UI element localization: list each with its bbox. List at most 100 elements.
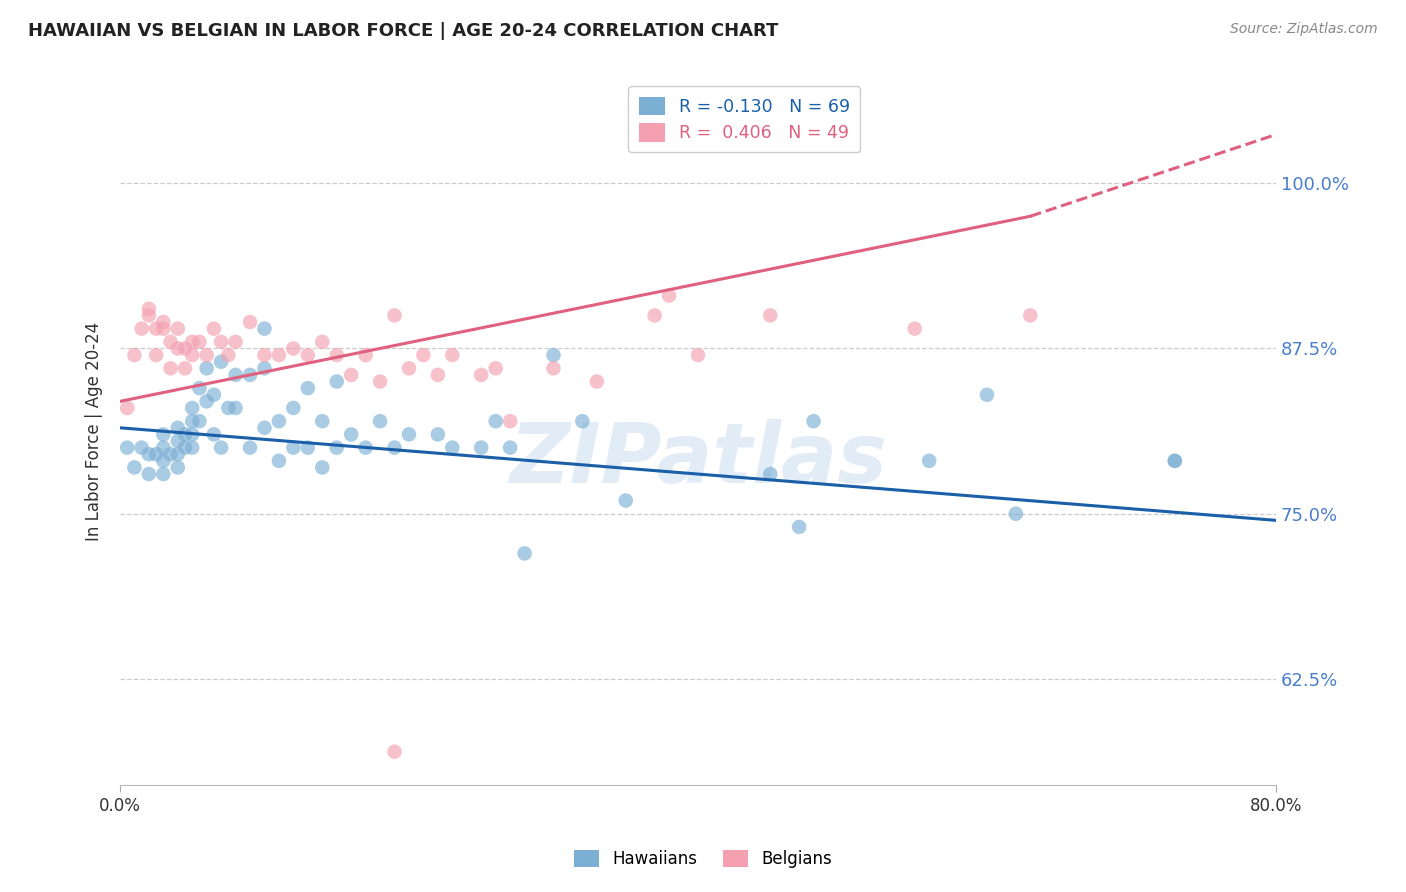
Text: Source: ZipAtlas.com: Source: ZipAtlas.com [1230,22,1378,37]
Legend: Hawaiians, Belgians: Hawaiians, Belgians [568,843,838,875]
Point [124,460,146,475]
Point [398,427,420,442]
Point [267,414,290,428]
Point [202,321,225,335]
Point [115,401,138,415]
Point [470,441,492,455]
Point [181,348,204,362]
Point [297,381,319,395]
Point [340,427,363,442]
Point [325,441,347,455]
Point [976,388,998,402]
Point [426,368,449,382]
Point [152,454,174,468]
Point [759,467,782,481]
Point [181,441,204,455]
Point [253,361,276,376]
Point [239,368,262,382]
Point [217,401,239,415]
Point [152,321,174,335]
Point [543,361,565,376]
Point [217,348,239,362]
Point [1005,507,1028,521]
Point [658,288,681,302]
Point [485,361,508,376]
Point [152,427,174,442]
Point [283,342,305,356]
Point [253,321,276,335]
Point [543,348,565,362]
Point [202,388,225,402]
Point [166,421,188,435]
Point [485,414,508,428]
Point [209,334,232,349]
Point [131,321,153,335]
Point [188,381,211,395]
Point [1164,454,1187,468]
Point [181,401,204,415]
Point [253,348,276,362]
Legend: R = -0.130   N = 69, R =  0.406   N = 49: R = -0.130 N = 69, R = 0.406 N = 49 [628,87,860,153]
Point [225,334,247,349]
Point [325,348,347,362]
Point [441,348,464,362]
Point [513,546,536,560]
Point [188,334,211,349]
Point [131,441,153,455]
Point [311,460,333,475]
Point [166,434,188,448]
Point [225,368,247,382]
Point [115,441,138,455]
Point [368,375,391,389]
Point [283,401,305,415]
Point [145,447,167,461]
Point [145,348,167,362]
Point [368,414,391,428]
Point [138,467,160,481]
Point [614,493,637,508]
Point [283,441,305,455]
Point [384,309,406,323]
Point [138,301,160,316]
Point [384,441,406,455]
Point [571,414,593,428]
Point [787,520,810,534]
Point [1164,454,1187,468]
Point [159,447,181,461]
Point [297,441,319,455]
Point [209,354,232,368]
Y-axis label: In Labor Force | Age 20-24: In Labor Force | Age 20-24 [86,321,103,541]
Point [174,342,197,356]
Text: HAWAIIAN VS BELGIAN IN LABOR FORCE | AGE 20-24 CORRELATION CHART: HAWAIIAN VS BELGIAN IN LABOR FORCE | AGE… [28,22,779,40]
Point [239,315,262,329]
Point [209,441,232,455]
Point [181,427,204,442]
Point [225,401,247,415]
Point [195,348,218,362]
Point [803,414,825,428]
Point [412,348,434,362]
Point [470,368,492,382]
Point [644,309,666,323]
Point [354,348,377,362]
Point [174,427,197,442]
Point [311,414,333,428]
Point [152,315,174,329]
Point [138,447,160,461]
Point [159,361,181,376]
Point [759,309,782,323]
Point [267,348,290,362]
Point [311,334,333,349]
Point [239,441,262,455]
Point [384,745,406,759]
Point [174,361,197,376]
Point [174,441,197,455]
Point [152,441,174,455]
Point [426,427,449,442]
Text: ZIPatlas: ZIPatlas [509,419,887,500]
Point [585,375,607,389]
Point [325,375,347,389]
Point [441,441,464,455]
Point [398,361,420,376]
Point [152,467,174,481]
